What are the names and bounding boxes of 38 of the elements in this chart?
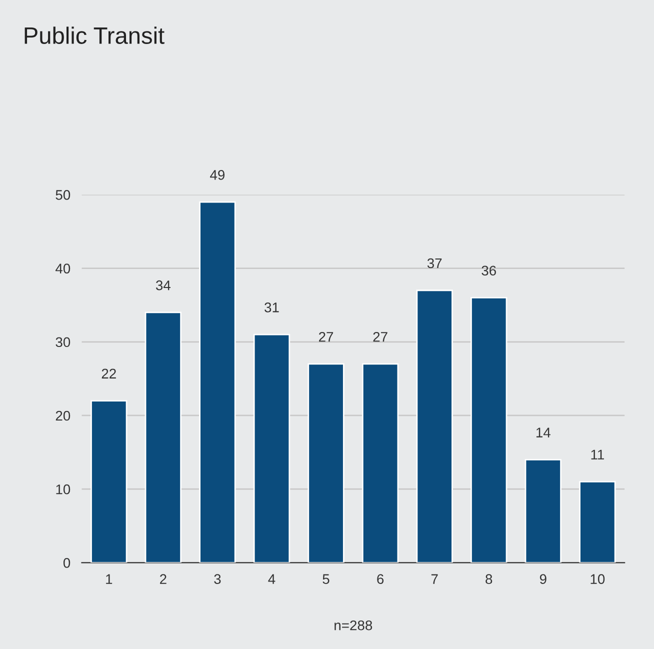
x-tick-label: 4 (268, 574, 276, 584)
y-tick-label: 0 (63, 558, 70, 568)
x-tick-label: 8 (486, 574, 492, 584)
x-tick-label: 9 (540, 574, 546, 584)
data-label: 49 (210, 170, 225, 180)
y-tick-label: 10 (56, 484, 70, 494)
x-tick-label: 5 (322, 574, 330, 584)
bar (470, 297, 508, 563)
x-tick-label: 7 (431, 574, 438, 584)
x-tick-label: 6 (377, 574, 384, 584)
data-label: 27 (318, 332, 334, 342)
y-tick-label: 50 (56, 190, 70, 200)
data-label: 14 (536, 428, 550, 438)
bar (416, 290, 453, 563)
x-tick-label: 1 (106, 574, 112, 584)
data-label: 36 (482, 266, 496, 276)
bar (253, 334, 290, 563)
bar (308, 363, 344, 563)
x-axis-title: n=288 (334, 620, 372, 630)
data-label: 31 (264, 302, 279, 312)
y-tick-label: 30 (56, 337, 70, 348)
y-tick-label: 20 (56, 410, 70, 421)
bar (144, 312, 182, 563)
data-label: 22 (102, 368, 116, 378)
chart-title: Public Transit (24, 26, 164, 44)
data-label: 34 (156, 280, 170, 290)
data-label: 27 (373, 332, 388, 342)
bar (524, 458, 562, 563)
bar (362, 363, 399, 563)
x-tick-label: 10 (590, 574, 605, 584)
bar (199, 201, 236, 563)
data-label: 37 (427, 258, 442, 268)
x-tick-label: 2 (160, 574, 166, 584)
bar (579, 481, 616, 563)
bar (90, 400, 128, 563)
x-tick-label: 3 (214, 574, 221, 584)
y-tick-label: 40 (56, 264, 70, 274)
data-label: 11 (591, 450, 604, 460)
